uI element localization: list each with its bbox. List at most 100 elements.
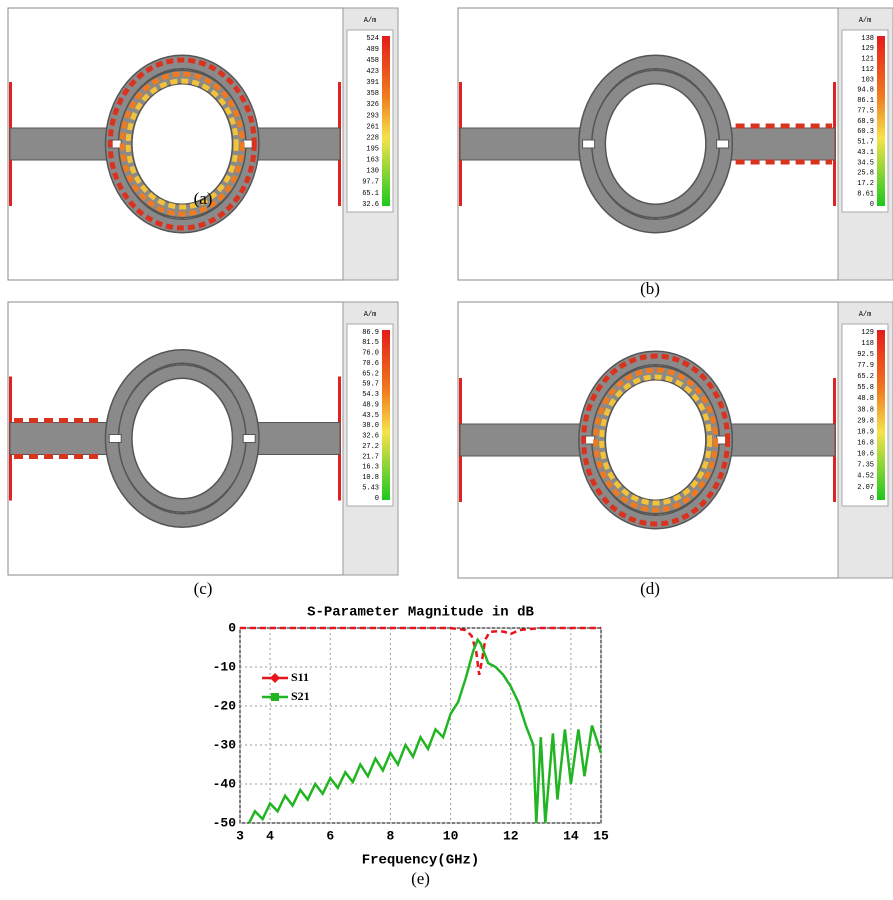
colorbar-label: 130 [366, 168, 379, 176]
colorbar-unit: A/m [364, 17, 377, 25]
colorbar-label: 32.6 [362, 433, 379, 441]
x-tick-label: 12 [503, 828, 519, 843]
colorbar-label: 103 [861, 76, 874, 84]
colorbar-label: 65.2 [857, 373, 874, 381]
colorbar-unit: A/m [364, 311, 377, 319]
colorbar-label: 38.8 [857, 406, 874, 414]
colorbar-label: 77.9 [857, 362, 874, 370]
colorbar-label: 4.52 [857, 473, 874, 481]
colorbar-label: 8.61 [857, 190, 874, 198]
colorbar-label: 38.0 [362, 422, 379, 430]
x-tick-label: 3 [236, 828, 244, 843]
colorbar-label: 326 [366, 101, 379, 109]
field-panel: A/m5244894584233913583262932612281951631… [8, 8, 398, 280]
x-tick-label: 6 [326, 828, 334, 843]
colorbar-label: 10.6 [857, 451, 874, 459]
colorbar-label: 86.9 [362, 329, 379, 337]
colorbar-label: 51.7 [857, 139, 874, 147]
colorbar-label: 94.8 [857, 87, 874, 95]
colorbar-label: 489 [366, 46, 379, 54]
field-panel: A/m86.981.576.070.665.259.754.348.943.53… [8, 302, 398, 598]
colorbar-label: 458 [366, 57, 379, 65]
colorbar-label: 16.3 [362, 464, 379, 472]
chart-title: S-Parameter Magnitude in dB [307, 605, 534, 621]
colorbar-label: 32.6 [362, 201, 379, 209]
x-tick-label: 8 [387, 828, 395, 843]
feed-line [10, 423, 109, 455]
colorbar-label: 391 [366, 79, 379, 87]
colorbar-label: 65.2 [362, 370, 379, 378]
colorbar [382, 36, 390, 206]
gap [583, 140, 595, 148]
y-tick-label: 0 [228, 620, 236, 635]
colorbar-label: 97.7 [362, 179, 379, 187]
colorbar-label: 195 [366, 146, 379, 154]
colorbar-label: 138 [861, 35, 874, 43]
x-tick-label: 4 [266, 828, 274, 843]
colorbar-label: 0 [375, 495, 379, 503]
colorbar-label: 92.5 [857, 351, 874, 359]
colorbar-label: 17.2 [857, 180, 874, 188]
feed-line [257, 423, 340, 455]
colorbar-label: 18.9 [857, 428, 874, 436]
panel-label: (d) [640, 579, 660, 598]
y-tick-label: -40 [213, 776, 237, 791]
colorbar-label: 228 [366, 134, 379, 142]
colorbar-label: 2.07 [857, 484, 874, 492]
colorbar-label: 48.9 [362, 401, 379, 409]
x-axis-label: Frequency(GHz) [362, 853, 480, 869]
colorbar-label: 54.3 [362, 391, 379, 399]
field-panel: A/m 138 129 121 112 103 94.8 86.1 77.5 68.9 60.3 51… [458, 8, 893, 298]
colorbar-label: 29.8 [857, 417, 874, 425]
colorbar-label: 68.9 [857, 118, 874, 126]
gap [243, 435, 255, 443]
y-tick-label: -20 [213, 698, 237, 713]
legend-marker [271, 693, 279, 701]
colorbar-label: 261 [366, 123, 379, 131]
feed-line [10, 128, 109, 160]
legend-label: S11 [291, 670, 309, 684]
legend-label: S21 [291, 689, 310, 703]
caption: (e) [411, 869, 430, 888]
colorbar-label: 77.5 [857, 107, 874, 115]
colorbar-label: 129 [861, 45, 874, 53]
figure: A/m5244894584233913583262932612281951631… [0, 0, 893, 895]
colorbar-unit: A/m [859, 17, 872, 25]
y-tick-label: -50 [213, 815, 237, 830]
colorbar [382, 330, 390, 500]
colorbar-label: 86.1 [857, 97, 874, 105]
colorbar [877, 36, 885, 206]
y-tick-label: -10 [213, 659, 237, 674]
colorbar-label: 118 [861, 340, 874, 348]
feed-line [731, 424, 835, 456]
panel-label: (b) [640, 279, 660, 298]
feed-line [257, 128, 340, 160]
colorbar-label: 524 [366, 35, 379, 43]
colorbar-label: 65.1 [362, 190, 379, 198]
feed-line [460, 128, 583, 160]
x-tick-label: 15 [593, 828, 609, 843]
colorbar-label: 43.5 [362, 412, 379, 420]
colorbar-label: 0 [870, 201, 874, 209]
colorbar [877, 330, 885, 500]
colorbar-label: 59.7 [362, 381, 379, 389]
y-tick-label: -30 [213, 737, 237, 752]
colorbar-label: 112 [861, 66, 874, 74]
colorbar-label: 423 [366, 68, 379, 76]
colorbar-unit: A/m [859, 311, 872, 319]
colorbar-label: 358 [366, 90, 379, 98]
colorbar-label: 48.8 [857, 395, 874, 403]
colorbar-label: 60.3 [857, 128, 874, 136]
colorbar-label: 129 [861, 329, 874, 337]
colorbar-label: 25.8 [857, 170, 874, 178]
colorbar-label: 293 [366, 112, 379, 120]
colorbar-label: 34.5 [857, 159, 874, 167]
gap [109, 435, 121, 443]
colorbar-label: 5.43 [362, 484, 379, 492]
colorbar-label: 55.8 [857, 384, 874, 392]
colorbar-label: 121 [861, 56, 874, 64]
feed-line [731, 128, 835, 160]
colorbar-label: 21.7 [362, 453, 379, 461]
x-tick-label: 14 [563, 828, 579, 843]
x-tick-label: 10 [443, 828, 459, 843]
